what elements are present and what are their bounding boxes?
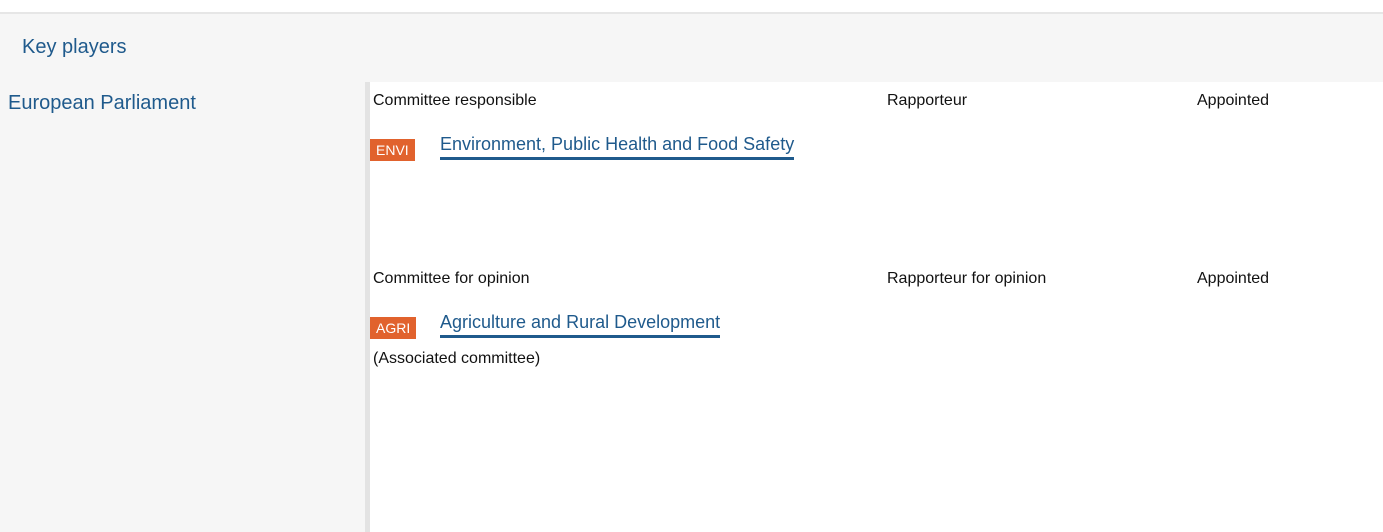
title: Key players bbox=[22, 36, 127, 58]
column-heading: Rapporteur bbox=[887, 92, 968, 109]
column-heading: Committee for opinion bbox=[373, 270, 530, 287]
column-heading: Appointed bbox=[1197, 270, 1270, 287]
committee-note: (Associated committee) bbox=[373, 350, 541, 367]
column-heading: Rapporteur for opinion bbox=[887, 270, 1047, 287]
column-heading: Appointed bbox=[1197, 92, 1270, 109]
institution: European Parliament bbox=[0, 82, 370, 532]
committee-badge: AGRI bbox=[370, 317, 417, 339]
column-heading: Committee responsible bbox=[373, 92, 537, 109]
committee-link[interactable]: Environment, Public Health and Food Safe… bbox=[440, 134, 795, 160]
committee-link[interactable]: Agriculture and Rural Development bbox=[440, 312, 721, 338]
header: Key players bbox=[0, 12, 1383, 82]
committee-badge: ENVI bbox=[370, 139, 415, 161]
institution-label: European Parliament bbox=[8, 92, 196, 114]
